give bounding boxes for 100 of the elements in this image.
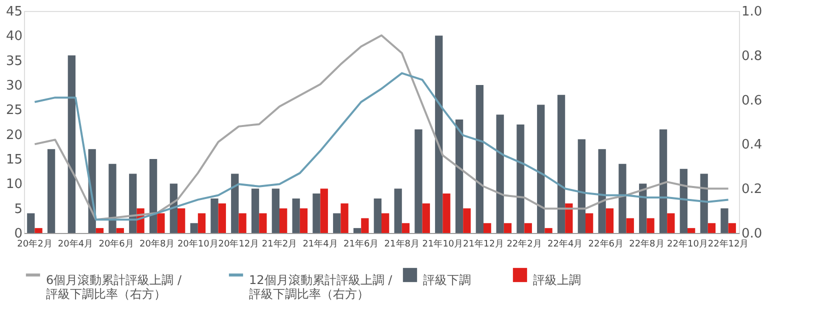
bar	[618, 164, 626, 233]
bar	[238, 213, 246, 233]
bar	[578, 139, 586, 233]
x-tick-label: 22年12月	[708, 238, 749, 250]
bar	[149, 159, 158, 233]
bar	[504, 223, 512, 233]
bar	[129, 174, 137, 233]
bar	[700, 174, 708, 233]
bar	[108, 164, 116, 233]
bar	[455, 120, 464, 233]
bar	[544, 228, 552, 233]
bar	[198, 213, 206, 233]
x-tick-label: 20年10月	[177, 238, 218, 250]
bar	[496, 114, 504, 233]
bar	[96, 228, 104, 233]
bar	[394, 188, 402, 233]
legend-label: 12個月滾動累計評級上調 / 評級下調比率（右方）	[249, 273, 394, 301]
bar	[720, 208, 728, 233]
legend-label: 6個月滾動累計評級上調 / 評級下調比率（右方）	[46, 273, 182, 301]
x-tick-label: 21年6月	[344, 238, 379, 250]
line-series	[34, 72, 730, 221]
bar	[442, 194, 450, 233]
line-series	[34, 34, 730, 221]
bar	[272, 188, 280, 233]
x-tick-label: 21年2月	[262, 238, 298, 250]
x-tick-label: 22年10月	[667, 238, 708, 250]
bar	[382, 213, 390, 233]
x-tick-label: 20年8月	[140, 238, 175, 250]
bar	[34, 228, 42, 233]
bar	[116, 228, 124, 233]
bar	[463, 208, 471, 233]
bar	[565, 203, 573, 233]
bar	[300, 208, 308, 233]
y-tick-label: 20	[6, 128, 22, 143]
bar	[598, 149, 606, 233]
bar	[47, 149, 56, 233]
y2-tick-label: 0.4	[742, 138, 762, 153]
bar	[231, 174, 239, 233]
bar	[68, 55, 76, 233]
bar	[435, 36, 443, 233]
y-tick-label: 40	[6, 29, 22, 44]
bar	[340, 203, 348, 233]
bar	[280, 208, 288, 233]
bar	[178, 208, 186, 233]
y-tick-label: 15	[6, 152, 22, 168]
bar	[157, 213, 165, 233]
bar	[210, 198, 218, 233]
x-tick-label: 22年4月	[548, 238, 583, 250]
bar	[414, 129, 422, 233]
x-tick-label: 21年4月	[302, 238, 338, 250]
y2-tick-label: 1.0	[742, 4, 762, 20]
bar	[708, 223, 716, 233]
x-tick-label: 22年8月	[629, 238, 664, 250]
bar	[333, 213, 341, 233]
x-tick-label: 20年12月	[218, 238, 260, 250]
bar	[585, 213, 594, 233]
bar	[646, 218, 654, 233]
y-tick-label: 10	[6, 177, 22, 192]
bar	[374, 198, 382, 233]
x-tick-label: 20年4月	[58, 238, 94, 250]
bar	[251, 188, 260, 233]
x-tick-label: 21年12月	[463, 238, 504, 250]
bar	[402, 223, 410, 233]
legend-label: 評級上調	[533, 273, 581, 287]
bar	[516, 124, 524, 233]
y2-tick-label: 0.2	[742, 182, 762, 198]
bar	[639, 184, 647, 233]
bar	[361, 218, 369, 233]
x-tick-label: 22年2月	[506, 238, 542, 250]
y2-tick-label: 0.6	[742, 93, 762, 108]
bar	[537, 104, 545, 233]
bar	[320, 188, 328, 233]
y2-tick-label: 0.8	[742, 48, 762, 64]
bar	[606, 208, 614, 233]
y-tick-label: 35	[6, 54, 22, 69]
x-tick-label: 22年6月	[588, 238, 624, 250]
bar	[524, 223, 532, 233]
y-tick-label: 25	[6, 103, 22, 118]
bar	[687, 228, 696, 233]
bar	[680, 168, 688, 233]
bar	[353, 228, 362, 233]
x-tick-label: 20年2月	[17, 238, 52, 250]
bar	[483, 223, 492, 233]
legend-label: 評級下調	[423, 273, 471, 287]
bar	[422, 203, 430, 233]
y-tick-label: 30	[6, 78, 22, 94]
y-tick-label: 45	[6, 4, 22, 20]
x-tick-label: 21年10月	[422, 238, 464, 250]
x-tick-label: 21年8月	[384, 238, 420, 250]
bar	[476, 85, 484, 233]
bar	[259, 213, 267, 233]
bar	[312, 194, 320, 233]
bar	[27, 213, 35, 233]
bar	[728, 223, 736, 233]
bar	[626, 218, 634, 233]
bar	[292, 198, 300, 233]
bar	[667, 213, 675, 233]
bar	[557, 94, 566, 233]
bar	[190, 223, 198, 233]
x-tick-label: 20年6月	[98, 238, 134, 250]
